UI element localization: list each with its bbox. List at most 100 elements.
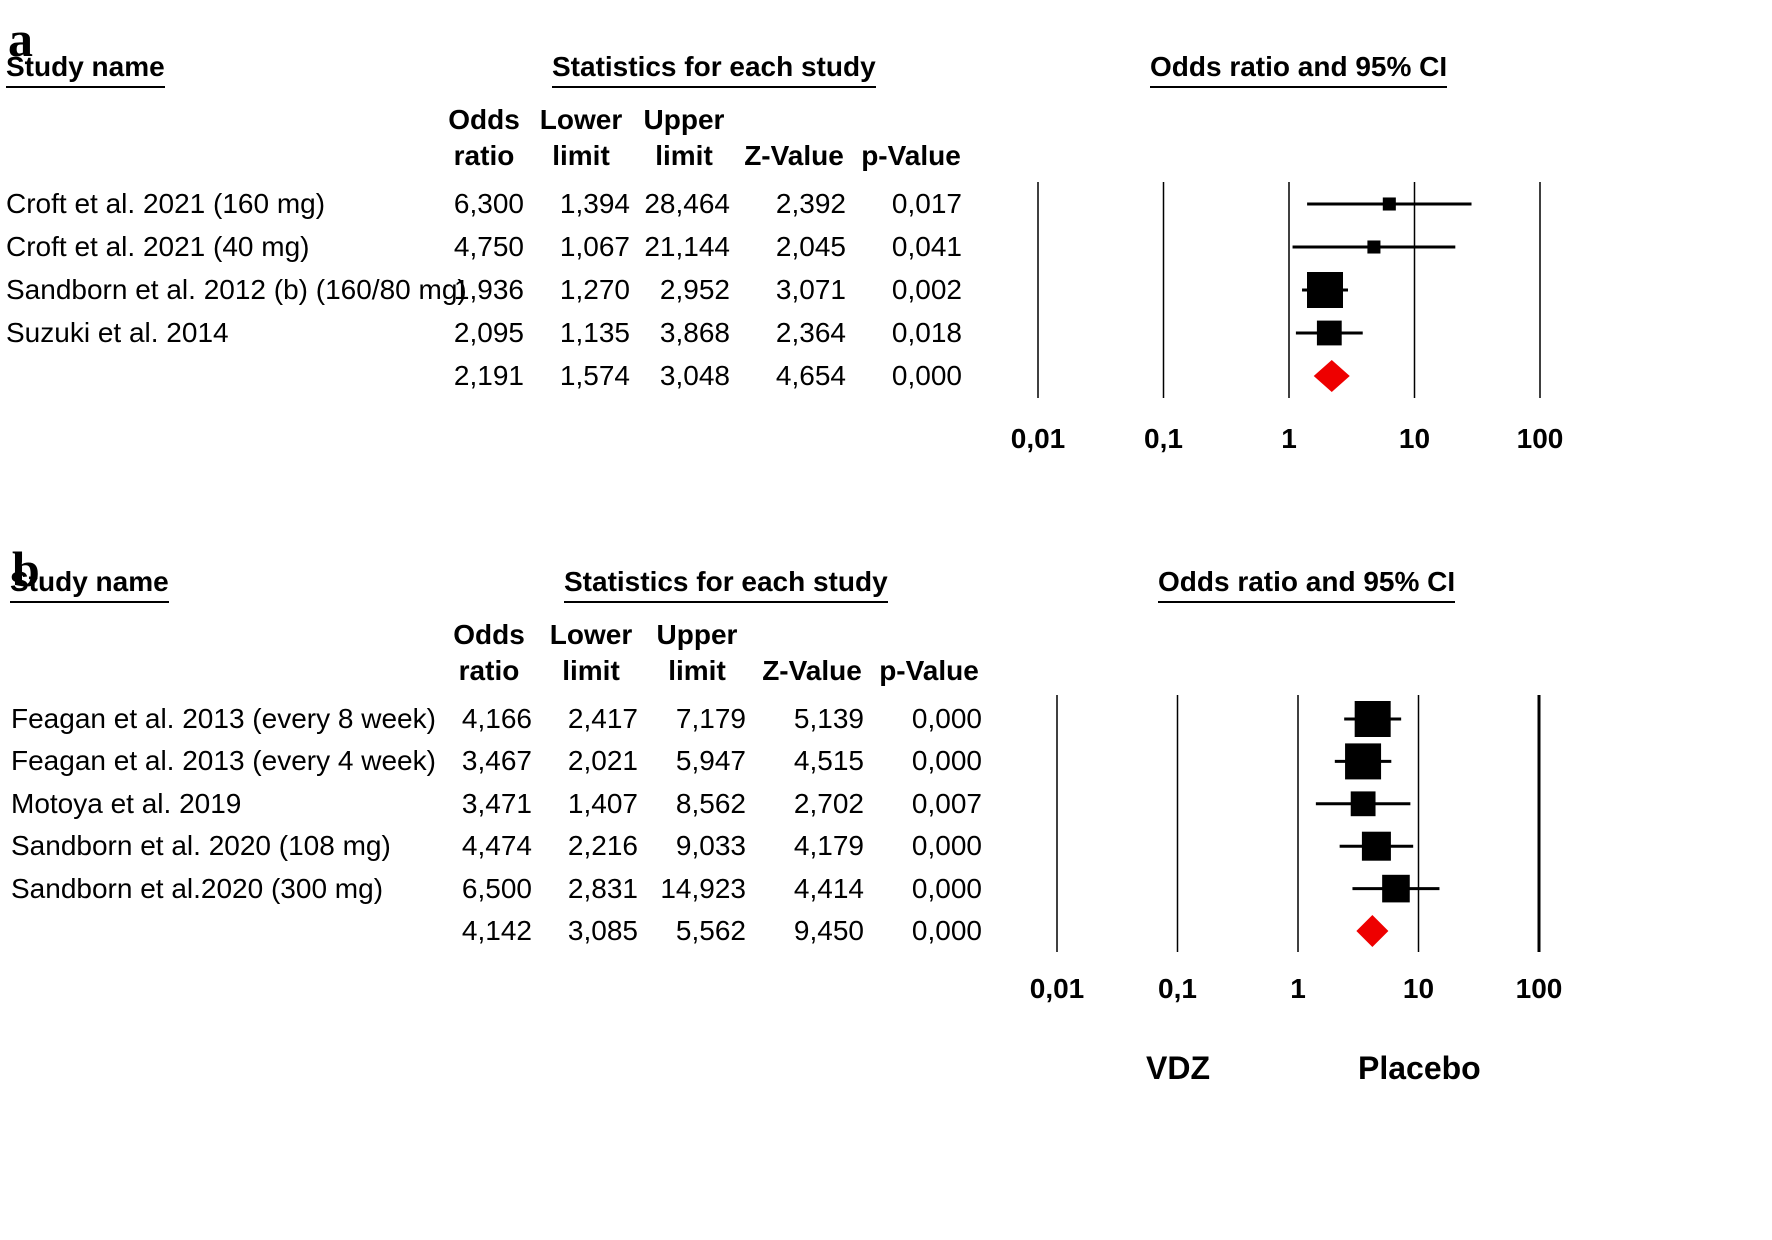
column-header-line: Upper	[656, 619, 738, 650]
p-value: 0,017	[891, 188, 962, 219]
summary-diamond	[1356, 915, 1389, 947]
p-value: 0,000	[911, 703, 982, 734]
x-tick-label: 0,01	[1011, 423, 1066, 454]
column-header: Odds ratio	[429, 617, 549, 689]
column-header-line: Upper	[643, 104, 725, 135]
upper-limit-value: 28,464	[644, 188, 730, 219]
p-value: 0,018	[891, 317, 962, 348]
point-estimate-box	[1382, 874, 1410, 903]
p-value: 0,000	[911, 745, 982, 777]
lower-limit-value: 2,417	[567, 703, 638, 734]
statistics-header: Statistics for each study	[552, 51, 876, 88]
study-name: Sandborn et al. 2012 (b) (160/80 mg)	[6, 274, 467, 305]
x-tick-label: 1	[1281, 423, 1297, 454]
z-value: 4,179	[793, 830, 864, 862]
x-tick-label: 0,1	[1144, 423, 1183, 454]
column-header: Lower limit	[521, 102, 641, 174]
lower-limit-value: 1,407	[567, 787, 638, 819]
column-header-line: limit	[552, 140, 610, 171]
column-header: Z-Value	[734, 102, 854, 174]
column-header: Upper limit	[624, 102, 744, 174]
point-estimate-box	[1361, 831, 1391, 861]
summary-diamond	[1313, 360, 1350, 392]
panel-label: b	[12, 541, 40, 597]
forest-plot-panel-a: a Study name Statistics for each study O…	[0, 0, 1772, 600]
lower-limit-value: 1,067	[559, 231, 630, 262]
lower-limit-value: 3,085	[567, 915, 638, 946]
study-name: Motoya et al. 2019	[11, 787, 242, 819]
x-tick-label: 0,01	[1030, 973, 1085, 1004]
upper-limit-value: 5,947	[675, 745, 746, 777]
upper-limit-value: 2,952	[659, 274, 730, 305]
column-header-line: limit	[668, 655, 726, 686]
column-header-line: Z-Value	[762, 655, 862, 686]
odds-ratio-value: 4,166	[461, 703, 532, 734]
odds-ratio-value: 4,142	[461, 915, 532, 946]
lower-limit-value: 1,394	[559, 188, 630, 219]
odds-ratio-value: 2,191	[453, 360, 524, 391]
odds-ratio-value: 6,300	[453, 188, 524, 219]
study-name-header: Study name	[10, 566, 169, 603]
study-name: Suzuki et al. 2014	[6, 317, 229, 348]
z-value: 3,071	[775, 274, 846, 305]
column-header-line: ratio	[453, 140, 515, 171]
favours-left-label: VDZ	[1146, 1050, 1210, 1086]
column-header: p-Value	[851, 102, 971, 174]
lower-limit-value: 2,021	[567, 745, 638, 777]
point-estimate-box	[1350, 791, 1376, 817]
column-header-line: limit	[655, 140, 713, 171]
column-header: Odds ratio	[424, 102, 544, 174]
point-estimate-box	[1367, 240, 1381, 254]
study-name: Croft et al. 2021 (40 mg)	[6, 231, 310, 262]
odds-ratio-value: 2,095	[453, 317, 524, 348]
study-name: Feagan et al. 2013 (every 8 week)	[11, 703, 436, 734]
point-estimate-box	[1316, 320, 1342, 346]
upper-limit-value: 9,033	[675, 830, 746, 862]
x-tick-label: 10	[1403, 973, 1434, 1004]
study-name: Croft et al. 2021 (160 mg)	[6, 188, 326, 219]
z-value: 9,450	[793, 915, 864, 946]
upper-limit-value: 3,868	[659, 317, 730, 348]
forest-plot-svg: 0,01 0,1 1 10 100	[1030, 695, 1562, 1004]
point-estimate-box	[1307, 272, 1344, 308]
upper-limit-value: 3,048	[659, 360, 730, 391]
lower-limit-value: 1,574	[559, 360, 630, 391]
plot-header: Odds ratio and 95% CI	[1150, 51, 1448, 88]
z-value: 2,045	[775, 231, 846, 262]
forest-plot-panel-b: b Study name Statistics for each study O…	[0, 544, 1772, 1180]
point-estimate-box	[1382, 197, 1396, 211]
z-value: 2,702	[793, 787, 864, 819]
z-value: 4,515	[793, 745, 864, 777]
column-header-line: limit	[562, 655, 620, 686]
column-header: Z-Value	[752, 617, 872, 689]
column-header: Lower limit	[531, 617, 651, 689]
point-estimate-box	[1345, 743, 1382, 780]
p-value: 0,000	[891, 360, 962, 391]
lower-limit-value: 1,135	[559, 317, 630, 348]
column-header-line: Z-Value	[744, 140, 844, 171]
p-value: 0,000	[911, 830, 982, 862]
upper-limit-value: 14,923	[660, 872, 746, 904]
odds-ratio-value: 6,500	[461, 872, 532, 904]
plot-header: Odds ratio and 95% CI	[1158, 566, 1456, 603]
p-value: 0,000	[911, 872, 982, 904]
z-value: 2,364	[775, 317, 846, 348]
favours-right-label: Placebo	[1358, 1050, 1481, 1086]
x-tick-label: 0,1	[1158, 973, 1197, 1004]
odds-ratio-value: 4,474	[461, 830, 532, 862]
statistics-header: Statistics for each study	[564, 566, 888, 603]
upper-limit-value: 21,144	[644, 231, 730, 262]
study-name-header: Study name	[6, 51, 165, 88]
point-estimate-box	[1354, 701, 1391, 737]
study-name: Feagan et al. 2013 (every 4 week)	[11, 745, 436, 777]
z-value: 4,414	[793, 872, 864, 904]
column-header-line: Lower	[539, 104, 623, 135]
column-header-line: Lower	[549, 619, 633, 650]
x-tick-label: 1	[1290, 973, 1306, 1004]
p-value: 0,002	[891, 274, 962, 305]
lower-limit-value: 2,216	[567, 830, 638, 862]
p-value: 0,041	[891, 231, 962, 262]
upper-limit-value: 5,562	[675, 915, 746, 946]
upper-limit-value: 7,179	[675, 703, 746, 734]
panel-label: a	[8, 11, 33, 67]
